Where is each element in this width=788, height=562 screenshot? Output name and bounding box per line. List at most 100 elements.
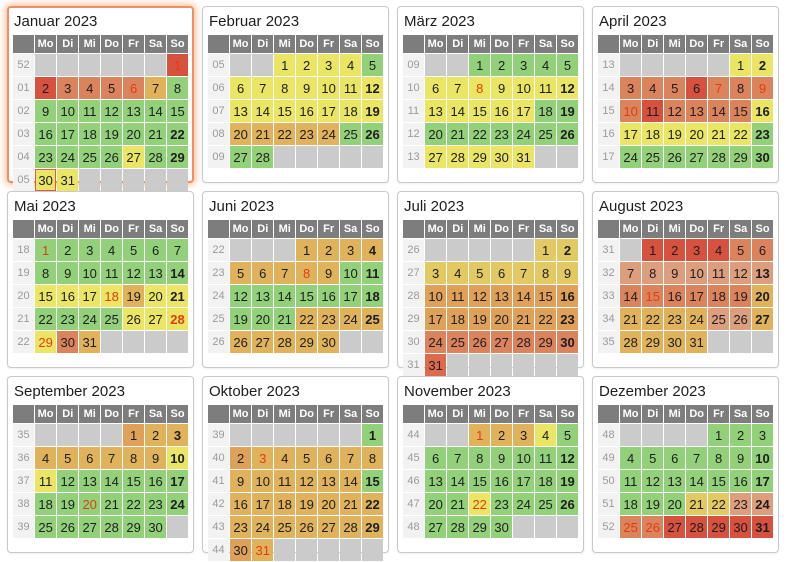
day-cell[interactable]: 8: [167, 77, 188, 99]
day-cell[interactable]: 20: [424, 493, 447, 515]
day-cell[interactable]: 17: [340, 285, 362, 307]
day-cell[interactable]: 20: [79, 493, 101, 515]
day-cell[interactable]: 26: [469, 331, 491, 353]
day-cell[interactable]: 21: [686, 493, 708, 515]
day-cell[interactable]: 7: [145, 77, 167, 99]
day-cell[interactable]: 19: [123, 285, 145, 307]
day-cell[interactable]: 27: [664, 516, 686, 538]
day-cell[interactable]: 4: [447, 262, 469, 284]
day-cell[interactable]: 23: [557, 308, 578, 330]
day-cell[interactable]: 5: [642, 447, 664, 469]
day-cell[interactable]: 15: [167, 100, 188, 122]
day-cell[interactable]: 15: [469, 470, 491, 492]
day-cell[interactable]: 18: [619, 493, 642, 515]
day-cell[interactable]: 8: [123, 447, 145, 469]
day-cell[interactable]: 12: [57, 470, 79, 492]
day-cell[interactable]: 23: [664, 308, 686, 330]
day-cell[interactable]: 27: [424, 516, 447, 538]
day-cell[interactable]: 2: [491, 54, 513, 76]
day-cell[interactable]: 16: [34, 123, 57, 145]
day-cell[interactable]: 25: [79, 146, 101, 168]
day-cell[interactable]: 31: [424, 354, 447, 376]
day-cell[interactable]: 18: [34, 493, 57, 515]
day-cell[interactable]: 30: [752, 146, 773, 168]
day-cell[interactable]: 14: [513, 285, 535, 307]
day-cell[interactable]: 11: [642, 100, 664, 122]
day-cell[interactable]: 4: [535, 54, 557, 76]
day-cell[interactable]: 29: [730, 146, 752, 168]
day-cell[interactable]: 6: [664, 447, 686, 469]
day-cell[interactable]: 12: [557, 77, 578, 99]
day-cell[interactable]: 5: [469, 262, 491, 284]
day-cell[interactable]: 17: [686, 285, 708, 307]
day-cell[interactable]: 2: [57, 239, 79, 261]
day-cell[interactable]: 26: [229, 331, 252, 353]
day-cell[interactable]: 28: [252, 146, 274, 168]
day-cell[interactable]: 19: [229, 308, 252, 330]
day-cell[interactable]: 23: [34, 146, 57, 168]
day-cell[interactable]: 13: [229, 100, 252, 122]
day-cell[interactable]: 6: [229, 77, 252, 99]
day-cell[interactable]: 15: [730, 100, 752, 122]
day-cell[interactable]: 22: [296, 308, 318, 330]
day-cell[interactable]: 2: [318, 239, 340, 261]
day-cell[interactable]: 8: [730, 77, 752, 99]
day-cell[interactable]: 25: [708, 308, 730, 330]
day-cell[interactable]: 22: [708, 493, 730, 515]
day-cell[interactable]: 27: [752, 308, 773, 330]
day-cell[interactable]: 30: [557, 331, 578, 353]
day-cell[interactable]: 4: [79, 77, 101, 99]
day-cell[interactable]: 1: [708, 424, 730, 446]
day-cell[interactable]: 12: [642, 470, 664, 492]
day-cell[interactable]: 7: [513, 262, 535, 284]
day-cell[interactable]: 9: [752, 77, 773, 99]
day-cell[interactable]: 10: [424, 285, 447, 307]
day-cell[interactable]: 3: [752, 424, 773, 446]
day-cell[interactable]: 2: [664, 239, 686, 261]
day-cell[interactable]: 11: [708, 262, 730, 284]
day-cell[interactable]: 29: [296, 331, 318, 353]
day-cell[interactable]: 1: [34, 239, 57, 261]
day-cell[interactable]: 27: [145, 308, 167, 330]
day-cell[interactable]: 8: [469, 447, 491, 469]
day-cell[interactable]: 10: [513, 77, 535, 99]
day-cell[interactable]: 9: [491, 447, 513, 469]
day-cell[interactable]: 5: [296, 447, 318, 469]
day-cell[interactable]: 24: [513, 493, 535, 515]
day-cell[interactable]: 19: [642, 493, 664, 515]
day-cell[interactable]: 14: [340, 470, 362, 492]
day-cell[interactable]: 8: [535, 262, 557, 284]
day-cell[interactable]: 7: [101, 447, 123, 469]
day-cell[interactable]: 30: [491, 516, 513, 538]
day-cell[interactable]: 28: [686, 516, 708, 538]
day-cell[interactable]: 21: [708, 123, 730, 145]
day-cell[interactable]: 4: [340, 54, 362, 76]
day-cell[interactable]: 5: [730, 239, 752, 261]
day-cell[interactable]: 27: [686, 146, 708, 168]
day-cell[interactable]: 16: [296, 100, 318, 122]
day-cell[interactable]: 25: [619, 516, 642, 538]
day-cell[interactable]: 7: [447, 77, 469, 99]
day-cell[interactable]: 13: [252, 285, 274, 307]
day-cell[interactable]: 3: [79, 239, 101, 261]
day-cell-today[interactable]: 30: [34, 169, 57, 191]
day-cell[interactable]: 4: [708, 239, 730, 261]
day-cell[interactable]: 28: [274, 331, 296, 353]
day-cell[interactable]: 6: [752, 239, 773, 261]
day-cell[interactable]: 10: [752, 447, 773, 469]
day-cell[interactable]: 11: [535, 77, 557, 99]
day-cell[interactable]: 30: [318, 331, 340, 353]
day-cell[interactable]: 3: [686, 239, 708, 261]
day-cell[interactable]: 13: [686, 100, 708, 122]
day-cell[interactable]: 19: [557, 100, 578, 122]
day-cell[interactable]: 2: [145, 424, 167, 446]
day-cell[interactable]: 11: [535, 447, 557, 469]
day-cell[interactable]: 12: [557, 447, 578, 469]
day-cell[interactable]: 17: [57, 123, 79, 145]
day-cell[interactable]: 28: [708, 146, 730, 168]
day-cell[interactable]: 1: [296, 239, 318, 261]
day-cell[interactable]: 29: [167, 146, 188, 168]
day-cell[interactable]: 29: [123, 516, 145, 538]
day-cell[interactable]: 12: [664, 100, 686, 122]
day-cell[interactable]: 21: [340, 493, 362, 515]
